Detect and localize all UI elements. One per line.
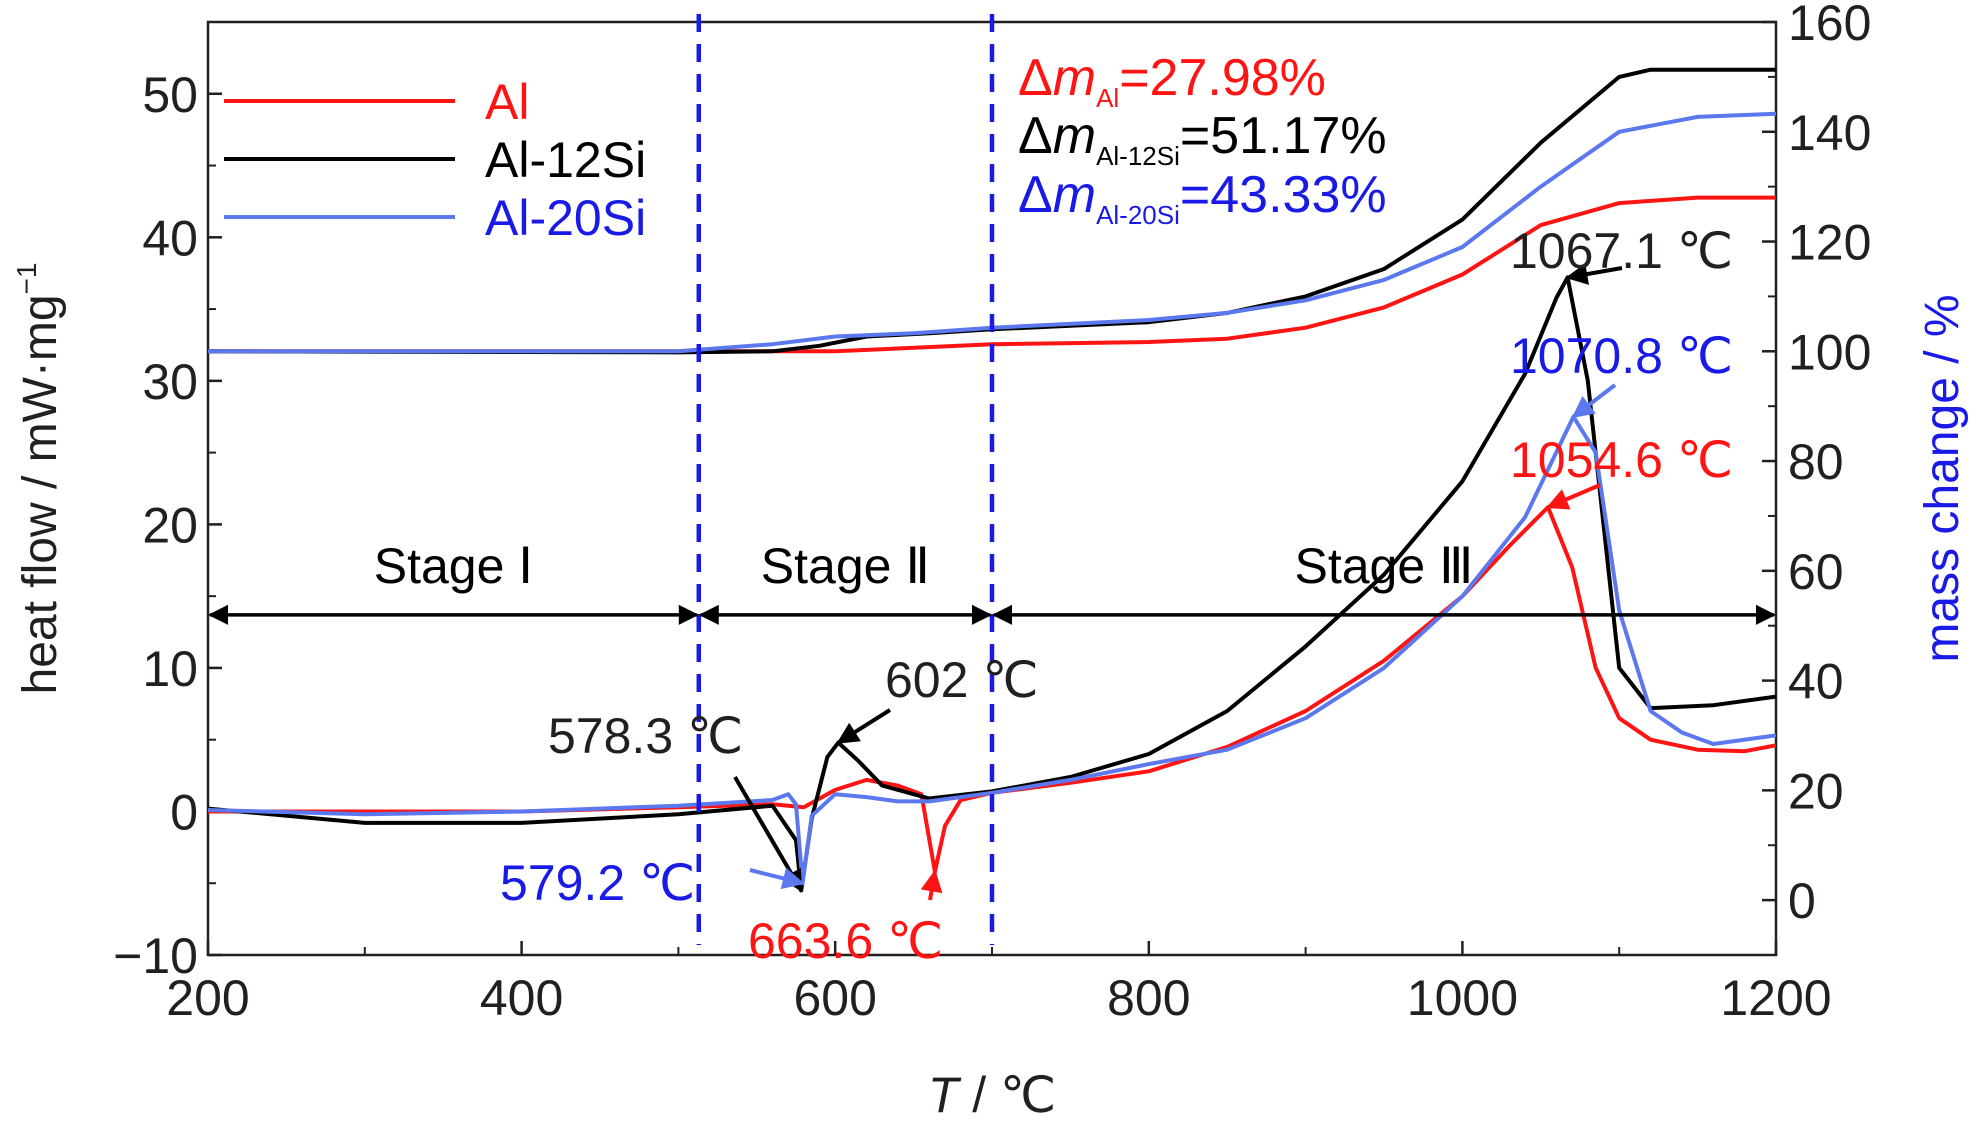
peak-arrow bbox=[1565, 263, 1623, 285]
y2-tick-label: 160 bbox=[1788, 0, 1871, 51]
y-tick-label: −10 bbox=[113, 928, 198, 984]
y-axis-label: heat flow / mW·mg−1 bbox=[11, 262, 67, 694]
x-axis-label-var: T bbox=[928, 1067, 962, 1123]
mass-change-part: Al-20Si bbox=[1096, 200, 1180, 230]
mass-change-part: m bbox=[1053, 49, 1096, 107]
peak-arrow bbox=[920, 869, 943, 901]
x-tick-label: 400 bbox=[480, 970, 563, 1026]
mass-change-part: =51.17% bbox=[1180, 107, 1387, 165]
series-line-Al-20Si-mass-change bbox=[208, 111, 1776, 354]
peak-arrow bbox=[1545, 483, 1601, 510]
y2-tick-label: 120 bbox=[1788, 215, 1871, 271]
y2-tick-label: 100 bbox=[1788, 324, 1871, 380]
mass-change-part: Al-12Si bbox=[1096, 141, 1180, 171]
peak-label: 1070.8 ℃ bbox=[1510, 328, 1733, 384]
y-tick-label: 20 bbox=[142, 497, 198, 553]
y2-tick-label: 80 bbox=[1788, 434, 1844, 490]
x-tick-label: 600 bbox=[793, 970, 876, 1026]
series-line-Al-mass-change bbox=[208, 195, 1776, 354]
y2-tick-label: 40 bbox=[1788, 654, 1844, 710]
peak-arrow bbox=[836, 708, 892, 745]
mass-change-text: ΔmAl-12Si=51.17% bbox=[1018, 107, 1387, 171]
stage-label: Stage Ⅰ bbox=[374, 538, 533, 594]
y2-tick-label: 20 bbox=[1788, 763, 1844, 819]
y-tick-label: 0 bbox=[170, 784, 198, 840]
legend-label: Al bbox=[485, 74, 529, 130]
x-axis-label-unit: / ℃ bbox=[958, 1067, 1056, 1123]
mass-change-part: Δ bbox=[1018, 49, 1053, 107]
x-tick-label: 1200 bbox=[1720, 970, 1831, 1026]
series-line-Al-12Si-heat-flow bbox=[208, 275, 1776, 893]
x-tick-label: 800 bbox=[1107, 970, 1190, 1026]
x-tick-label: 1000 bbox=[1407, 970, 1518, 1026]
peak-label: 663.6 ℃ bbox=[748, 913, 943, 969]
legend-label: Al-12Si bbox=[485, 132, 646, 188]
stage-label: Stage Ⅲ bbox=[1294, 538, 1473, 594]
series-line-Al-20Si-heat-flow bbox=[208, 414, 1776, 886]
peak-label: 578.3 ℃ bbox=[548, 708, 743, 764]
mass-change-part: =43.33% bbox=[1180, 166, 1387, 224]
mass-change-part: Δ bbox=[1018, 166, 1053, 224]
y2-axis-label: mass change / % bbox=[1916, 294, 1969, 662]
series-line-Al-heat-flow bbox=[208, 505, 1776, 874]
mass-change-part: =27.98% bbox=[1119, 49, 1326, 107]
mass-change-text: ΔmAl=27.98% bbox=[1018, 49, 1326, 113]
y-tick-label: 50 bbox=[142, 67, 198, 123]
peak-arrow bbox=[749, 867, 805, 890]
y-tick-label: 30 bbox=[142, 354, 198, 410]
y-tick-label: 10 bbox=[142, 641, 198, 697]
y2-tick-label: 0 bbox=[1788, 873, 1816, 929]
peak-label: 1067.1 ℃ bbox=[1510, 223, 1733, 279]
y-tick-label: 40 bbox=[142, 210, 198, 266]
x-tick-label: 200 bbox=[166, 970, 249, 1026]
peak-label: 579.2 ℃ bbox=[500, 855, 695, 911]
y2-tick-label: 60 bbox=[1788, 544, 1844, 600]
peak-label: 602 ℃ bbox=[885, 652, 1038, 708]
y2-tick-label: 140 bbox=[1788, 105, 1871, 161]
mass-change-part: Al bbox=[1096, 83, 1119, 113]
peak-label: 1054.6 ℃ bbox=[1510, 432, 1733, 488]
mass-change-part: m bbox=[1053, 107, 1096, 165]
legend-label: Al-20Si bbox=[485, 190, 646, 246]
x-axis-label: T / ℃ bbox=[928, 1067, 1056, 1123]
mass-change-part: m bbox=[1053, 166, 1096, 224]
y-axis-label-sup: −1 bbox=[11, 262, 42, 294]
mass-change-part: Δ bbox=[1018, 107, 1053, 165]
stage-label: Stage Ⅱ bbox=[761, 538, 930, 594]
mass-change-text: ΔmAl-20Si=43.33% bbox=[1018, 166, 1387, 230]
peak-arrow bbox=[1571, 383, 1617, 419]
